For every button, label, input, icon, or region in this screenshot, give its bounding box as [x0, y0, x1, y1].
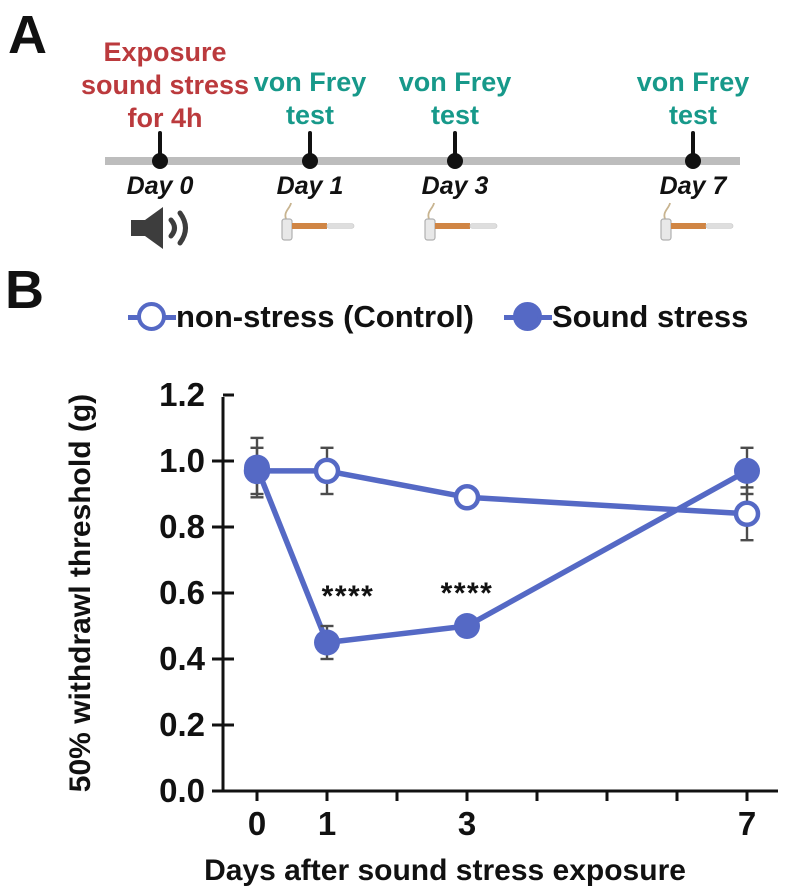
von-frey-filament-icon — [421, 200, 501, 251]
series-line-filled — [254, 466, 749, 646]
x-tick-label: 7 — [738, 805, 756, 842]
line-chart: 0.0 0.2 0.4 0.6 0.8 1.0 1.2 0 1 3 7 Days after soun… — [64, 376, 778, 887]
series-line-open — [257, 468, 748, 517]
timeline-day-label-3: Day 3 — [421, 172, 489, 200]
data-point-filled — [244, 454, 270, 481]
legend-label-control: non-stress (Control) — [176, 299, 474, 334]
filled-circle-marker-icon — [503, 302, 552, 332]
x-axis-title: Days after sound stress exposure — [204, 854, 686, 887]
timeline-day-label-1: Day 1 — [276, 172, 344, 200]
timeline-bar — [105, 157, 740, 165]
y-tick-label: 0.6 — [159, 574, 205, 611]
legend-item-control: non-stress (Control) — [128, 299, 474, 335]
x-tick-label: 0 — [248, 805, 266, 842]
von-frey-filament-icon — [278, 200, 358, 251]
timeline-event-annotation-day7: von Frey test — [636, 67, 750, 130]
y-tick-label: 0.8 — [159, 508, 205, 545]
timeline-event-annotation-day0: Exposure sound stress for 4h — [80, 37, 250, 133]
significance-asterisks: **** — [441, 577, 494, 610]
timeline-day-label-7: Day 7 — [659, 172, 727, 200]
data-point-filled — [314, 629, 340, 656]
significance-asterisks: **** — [322, 580, 375, 613]
y-axis-title: 50% withdrawl threshold (g) — [64, 394, 97, 792]
y-tick-label: 0.2 — [159, 706, 205, 743]
timeline-day-label-0: Day 0 — [126, 172, 194, 200]
timeline-event-annotation-day1: von Frey test — [253, 67, 367, 130]
data-point-filled — [454, 613, 480, 639]
data-point-open — [733, 500, 761, 528]
y-tick-label: 1.2 — [159, 376, 205, 413]
legend-label-sound-stress: Sound stress — [551, 299, 749, 334]
data-point-open — [313, 457, 341, 485]
legend-item-sound-stress: Sound stress — [503, 299, 749, 335]
chart-legend: non-stress (Control) Sound stress — [128, 297, 748, 337]
panel-a-label: A — [8, 5, 47, 65]
data-point-filled — [734, 457, 760, 484]
y-tick-label: 0.4 — [159, 640, 206, 677]
y-tick-label: 1.0 — [159, 442, 205, 479]
x-tick-label: 3 — [458, 805, 476, 842]
data-point-open — [453, 484, 481, 511]
x-tick-label: 1 — [318, 805, 336, 842]
von-frey-filament-icon — [657, 200, 737, 251]
open-circle-marker-icon — [128, 302, 176, 332]
timeline-event-annotation-day3: von Frey test — [398, 67, 512, 130]
y-tick-label: 0.0 — [159, 772, 205, 809]
panel-b-label: B — [5, 260, 44, 320]
speaker-icon — [129, 204, 199, 257]
